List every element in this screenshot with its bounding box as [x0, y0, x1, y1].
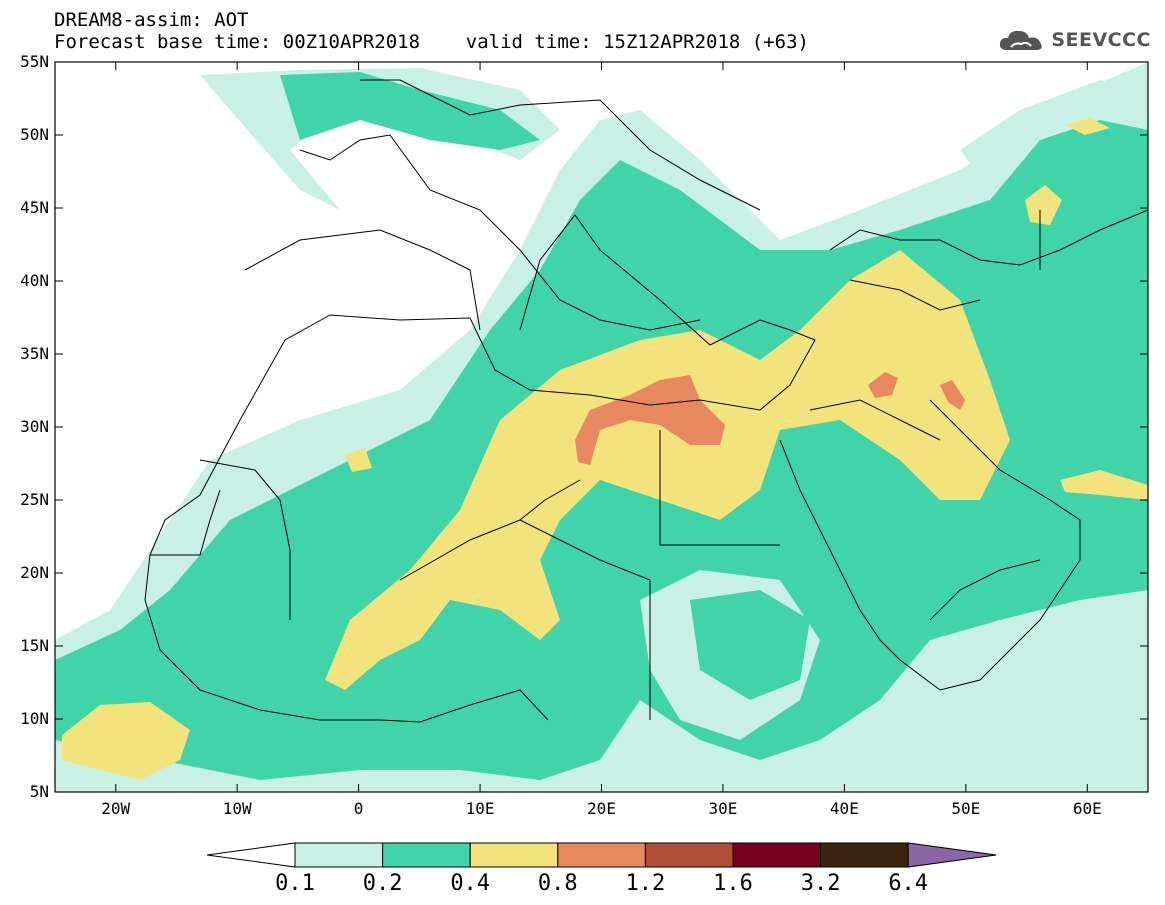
colorbar-label: 1.2 [626, 871, 666, 896]
lat-tick-label: 5N [30, 782, 49, 801]
aot-band-0.2 [280, 72, 540, 150]
colorbar-label: 3.2 [801, 871, 841, 896]
aot-band-0.4 [1060, 470, 1148, 500]
colorbar-label: 6.4 [888, 871, 928, 896]
lat-tick-label: 10N [20, 709, 49, 728]
map-axes: 20W 10W 0 10E 20E 30E 40E 50E 60E 55N 50N 45N 40N 35N… [20, 52, 1148, 818]
colorbar: 0.1 0.2 0.4 0.8 1.2 1.6 3.2 6.4 [206, 842, 997, 896]
colorbar-label: 0.4 [450, 871, 490, 896]
lon-tick-label: 10W [223, 799, 252, 818]
colorbar-segment [644, 842, 734, 868]
colorbar-label: 0.8 [538, 871, 578, 896]
aot-band-0.4 [345, 448, 372, 472]
colorbar-segment [557, 842, 646, 868]
colorbar-segment [382, 842, 471, 868]
aot-band-0.1 [960, 80, 1148, 190]
lat-tick-label: 30N [20, 417, 49, 436]
aot-band-0.4 [62, 702, 190, 780]
aot-band-0.2 [690, 590, 810, 700]
aot-band-0.8 [868, 372, 898, 398]
lon-tick-label: 10E [466, 799, 495, 818]
map-subtitle: Forecast base time: 00Z10APR2018 valid t… [54, 31, 809, 53]
colorbar-segment [294, 842, 384, 868]
coastlines [144, 79, 1148, 723]
lat-tick-label: 50N [20, 125, 49, 144]
lat-tick-label: 40N [20, 271, 49, 290]
cloud-icon [1000, 30, 1043, 50]
aot-field [55, 62, 1148, 792]
seevccc-logo: SEEVCCC [997, 26, 1151, 54]
aot-band-0.4 [1025, 185, 1062, 225]
colorbar-segment [469, 842, 559, 868]
map-title: DREAM8-assim: AOT [54, 9, 249, 31]
colorbar-label: 0.1 [275, 871, 315, 896]
colorbar-extend-high [907, 842, 997, 868]
colorbar-label: 0.2 [363, 871, 403, 896]
lat-tick-label: 20N [20, 563, 49, 582]
aot-band-0.4 [325, 250, 1010, 690]
lon-tick-label: 40E [830, 799, 859, 818]
lat-tick-label: 25N [20, 490, 49, 509]
aot-band-0.8 [940, 380, 965, 410]
lon-tick-label: 60E [1073, 799, 1102, 818]
lon-tick-label: 20E [587, 799, 616, 818]
aot-band-0.8 [575, 375, 725, 465]
lat-tick-label: 55N [20, 52, 49, 71]
aot-band-0.4 [1065, 118, 1110, 135]
lon-tick-label: 0 [354, 799, 364, 818]
lat-tick-label: 15N [20, 636, 49, 655]
lon-tick-label: 20W [101, 799, 130, 818]
colorbar-extend-low [206, 842, 296, 868]
colorbar-segment [732, 842, 822, 868]
lat-tick-label: 35N [20, 344, 49, 363]
colorbar-segment [820, 842, 909, 868]
lon-tick-label: 30E [708, 799, 737, 818]
lon-tick-label: 50E [951, 799, 980, 818]
logo-text: SEEVCCC [1051, 29, 1151, 51]
lat-tick-label: 45N [20, 198, 49, 217]
colorbar-label: 1.6 [713, 871, 753, 896]
